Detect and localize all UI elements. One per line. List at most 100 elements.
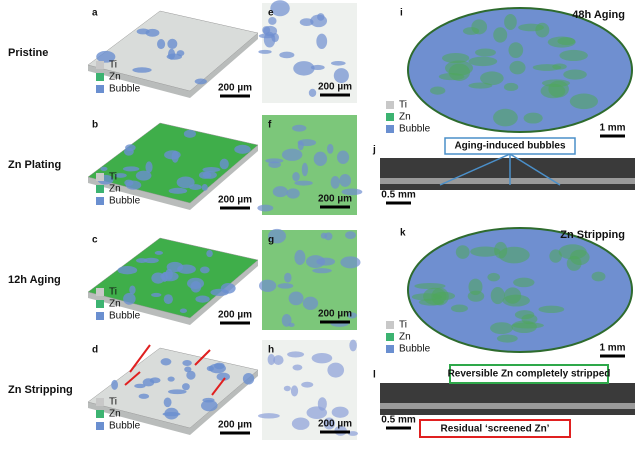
bubble — [201, 399, 218, 412]
legend-label: Ti — [109, 287, 117, 298]
bubble — [160, 271, 179, 282]
bubble — [157, 38, 166, 50]
bubble — [277, 283, 294, 289]
legend-label: Zn — [109, 299, 121, 310]
bubble — [114, 173, 127, 178]
annotation: Residual ‘screened Zn’ — [441, 424, 550, 435]
zn-patch — [414, 283, 446, 290]
bubble — [316, 33, 328, 50]
bubble — [265, 158, 284, 164]
zn-patch — [487, 272, 500, 282]
zn-patch — [498, 246, 530, 264]
legend-label: Bubble — [109, 196, 141, 207]
zn-patch — [563, 69, 587, 80]
bubble — [182, 383, 190, 391]
zn-patch — [467, 290, 485, 302]
zn-patch — [547, 36, 576, 48]
bubble — [311, 352, 333, 364]
bubble — [179, 308, 188, 314]
bubble — [279, 51, 295, 59]
block-side — [88, 33, 258, 98]
legend-swatch — [386, 345, 394, 353]
zn-patch — [521, 314, 538, 325]
scale-bar-label: 1 mm — [599, 123, 625, 134]
legend-swatch — [96, 410, 104, 418]
zn-patch — [455, 245, 470, 259]
zn-patch — [450, 304, 468, 313]
bubble — [330, 60, 346, 66]
bubble — [154, 250, 164, 255]
arrow — [194, 349, 211, 366]
legend-swatch — [96, 422, 104, 430]
legend-swatch — [96, 300, 104, 308]
zn-patch — [518, 23, 544, 32]
scale-bar-label: 200 µm — [318, 309, 352, 320]
zn-patch — [503, 287, 522, 304]
bubble — [149, 377, 161, 384]
bubble — [301, 381, 314, 388]
arrow — [509, 153, 561, 186]
zn-patch — [559, 49, 588, 61]
bubble — [306, 406, 328, 419]
annotation-box — [449, 364, 609, 384]
cross-section — [380, 158, 635, 190]
bubble — [96, 50, 116, 63]
legend-label: Bubble — [109, 84, 141, 95]
zn-patch — [504, 14, 517, 30]
zn-patch — [540, 83, 566, 99]
panel-letter: d — [92, 345, 98, 356]
zn-patch — [493, 27, 508, 43]
bubble — [344, 231, 357, 240]
zn-patch — [503, 82, 519, 92]
bubble — [310, 14, 328, 28]
zn-patch — [470, 246, 501, 257]
bubble — [313, 151, 328, 167]
bubble — [290, 385, 299, 397]
legend-label: Ti — [109, 397, 117, 408]
scale-bar-label: 200 µm — [218, 420, 252, 431]
legend-swatch — [386, 101, 394, 109]
block-side — [88, 370, 258, 435]
bubble — [286, 188, 300, 199]
legend-swatch — [386, 125, 394, 133]
arrow — [439, 153, 511, 186]
panel-letter: e — [268, 8, 274, 19]
scale-bar-label: 200 µm — [318, 194, 352, 205]
panel-letter: g — [268, 235, 274, 246]
bubble — [145, 161, 153, 173]
zn-patch — [523, 112, 543, 124]
panel-letter: b — [92, 120, 98, 131]
panel-letter: l — [373, 370, 376, 381]
bubble — [291, 417, 310, 430]
block-side — [88, 145, 258, 210]
bubble — [297, 140, 304, 151]
bubble — [294, 180, 313, 186]
bubble — [306, 255, 326, 269]
bubble — [187, 277, 205, 290]
bubble — [257, 413, 280, 419]
bubble — [195, 295, 210, 303]
zn-patch — [512, 322, 544, 329]
bubble — [292, 364, 303, 371]
bubble — [257, 204, 274, 212]
bubble — [347, 312, 357, 319]
panel-letter: f — [268, 120, 272, 131]
bubble — [333, 68, 349, 84]
block-side — [88, 260, 258, 325]
bubble — [129, 285, 136, 295]
legend-label: Zn — [399, 112, 411, 123]
panel-letter: j — [372, 145, 376, 156]
bubble — [123, 147, 134, 156]
panel-letter: k — [400, 228, 406, 239]
bubble — [167, 38, 178, 49]
legend-swatch — [96, 185, 104, 193]
bubble — [292, 172, 300, 182]
legend-swatch — [386, 333, 394, 341]
scale-bar-label: 200 µm — [218, 195, 252, 206]
bubble — [288, 291, 304, 306]
legend-label: Ti — [109, 60, 117, 71]
bubble — [284, 272, 292, 283]
scale-bar-label: 1 mm — [599, 343, 625, 354]
legend-swatch — [96, 398, 104, 406]
bubble — [111, 379, 119, 390]
